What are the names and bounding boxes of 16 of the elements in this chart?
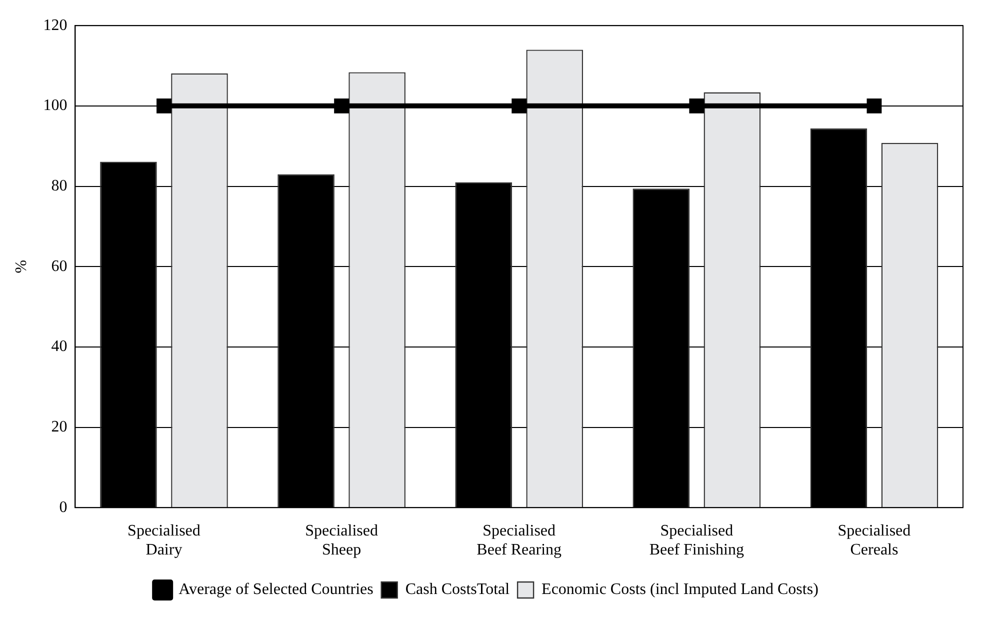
y-tick-label: 120	[43, 16, 68, 34]
x-tick-label: Specialised Beef Rearing	[476, 522, 562, 559]
y-tick-label: 40	[51, 338, 68, 356]
x-tick-label: Specialised Dairy	[128, 522, 200, 559]
y-tick-label: 100	[43, 97, 68, 114]
legend-label: Average of Selected Countries	[178, 581, 374, 598]
x-tick-label: Specialised Cereals	[838, 522, 911, 559]
legend-label: Cash CostsTotal	[405, 581, 510, 598]
x-tick-label: Specialised Sheep	[305, 522, 378, 559]
y-tick-label: 0	[59, 498, 68, 516]
y-axis-title: %	[12, 260, 30, 274]
x-tick-label: Specialised Beef Finishing	[649, 522, 744, 559]
y-tick-label: 80	[51, 177, 68, 194]
y-tick-label: 20	[51, 418, 68, 436]
y-tick-label: 60	[51, 258, 68, 275]
legend-label: Economic Costs (incl Imputed Land Costs)	[542, 581, 818, 598]
